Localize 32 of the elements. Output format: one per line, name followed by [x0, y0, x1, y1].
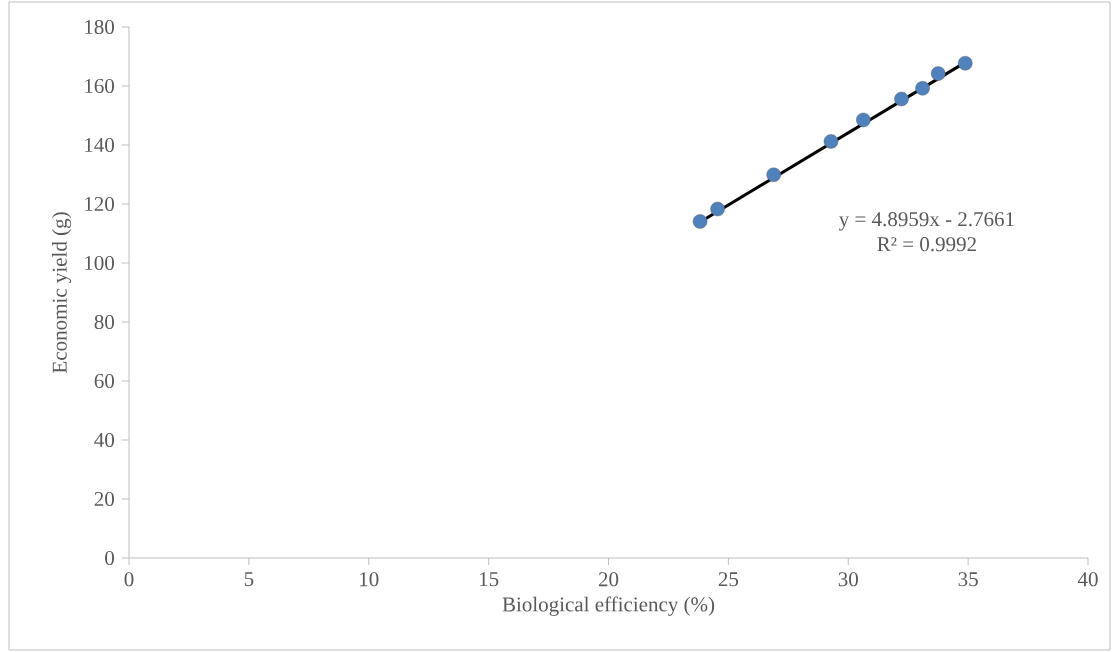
y-tick-label: 100: [85, 255, 115, 271]
y-tick-label: 80: [94, 314, 115, 330]
y-tick-label: 60: [94, 373, 115, 389]
annotation: y = 4.8959x - 2.7661: [838, 212, 1014, 231]
x-tick-label: 25: [718, 572, 739, 587]
y-tick-label: 160: [85, 78, 115, 94]
y-tick-label: 120: [85, 196, 115, 212]
annotation: R² = 0.9992: [877, 237, 976, 252]
x-tick-label: 0: [124, 572, 134, 587]
point: [692, 214, 708, 229]
point: [766, 167, 781, 182]
point: [930, 66, 946, 81]
y-tick-label: 140: [85, 137, 115, 153]
point: [958, 56, 973, 71]
y-tick-label: 0: [105, 550, 115, 566]
point: [856, 112, 871, 128]
point: [710, 201, 725, 217]
x-tick-label: 5: [244, 572, 254, 587]
y-axis-title: Economic yield (g): [52, 212, 72, 373]
point: [894, 91, 909, 107]
x-tick-label: 15: [479, 572, 499, 587]
x-tick-label: 35: [958, 572, 978, 587]
point: [915, 81, 930, 96]
x-tick-label: 10: [360, 572, 379, 587]
y-tick-label: 20: [94, 491, 115, 507]
y-tick-label: 40: [94, 432, 115, 448]
x-tick-label: 20: [598, 572, 619, 587]
x-tick-label: 30: [838, 572, 858, 587]
y-tick-label: 180: [85, 19, 115, 35]
x-axis-title: Biological efficiency (%): [502, 596, 715, 616]
point: [823, 134, 839, 149]
x-tick-label: 40: [1077, 572, 1098, 587]
